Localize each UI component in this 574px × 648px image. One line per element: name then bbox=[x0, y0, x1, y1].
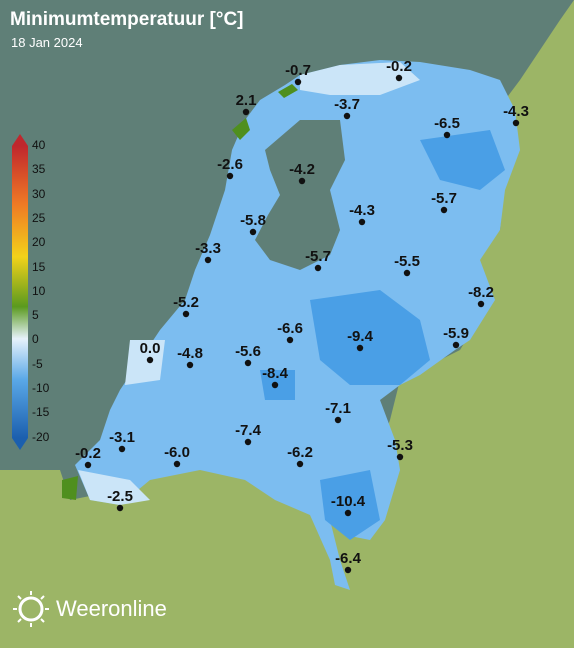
station-markers: -0.7 -0.2 2.1 -3.7 -4.3 -6.5 -2.6 -4.2 -5.8 -4.3 -… bbox=[75, 58, 529, 574]
station-temperature-label: 0.0 bbox=[140, 340, 161, 357]
station-temperature-label: -6.6 bbox=[277, 320, 303, 337]
station-temperature-label: 2.1 bbox=[236, 92, 257, 109]
station-temperature-label: -8.4 bbox=[262, 365, 289, 382]
station-dot bbox=[452, 341, 460, 349]
brand-name: Weeronline bbox=[56, 596, 167, 621]
island-zeeland bbox=[62, 476, 78, 500]
station-dot bbox=[84, 461, 92, 469]
legend-bar bbox=[12, 134, 28, 450]
station-dot bbox=[271, 381, 279, 389]
legend-tick-label: 40 bbox=[32, 138, 46, 152]
station-dot bbox=[443, 131, 451, 139]
station-dot bbox=[118, 445, 126, 453]
station-dot bbox=[358, 218, 366, 226]
station-temperature-label: -3.3 bbox=[195, 240, 221, 257]
station-dot bbox=[343, 112, 351, 120]
station-temperature-label: -0.2 bbox=[386, 58, 412, 75]
station-dot bbox=[286, 336, 294, 344]
brand-logo: Weeronline bbox=[12, 590, 167, 628]
station-temperature-label: -7.4 bbox=[235, 422, 262, 439]
legend-tick-label: -5 bbox=[32, 356, 43, 371]
ijsselmeer bbox=[255, 120, 345, 270]
station-dot bbox=[356, 344, 364, 352]
legend-tick-label: 30 bbox=[32, 186, 46, 201]
station-temperature-label: -5.7 bbox=[305, 248, 331, 265]
legend-top-arrow bbox=[12, 134, 28, 146]
legend-tick-label: 25 bbox=[32, 210, 46, 225]
station-temperature-label: -5.5 bbox=[394, 253, 420, 270]
legend-tick-label: 0 bbox=[32, 332, 39, 347]
station-dot bbox=[403, 269, 411, 277]
station-dot bbox=[294, 78, 302, 86]
island-texel bbox=[232, 118, 250, 140]
legend-tick-label: -10 bbox=[32, 381, 50, 395]
station-dot bbox=[146, 356, 154, 364]
station-dot bbox=[440, 206, 448, 214]
station-temperature-label: -6.0 bbox=[164, 444, 190, 461]
station-dot bbox=[242, 108, 250, 116]
station-temperature-label: -6.2 bbox=[287, 444, 313, 461]
color-legend: 40 35 30 25 20 15 10 5 0 -5 -10 -15 -20 bbox=[10, 132, 90, 462]
station-temperature-label: -10.4 bbox=[331, 493, 366, 510]
station-dot bbox=[116, 504, 124, 512]
legend-bottom-arrow bbox=[12, 438, 28, 450]
station-temperature-label: -4.2 bbox=[289, 161, 315, 178]
station-temperature-label: -6.5 bbox=[434, 115, 460, 132]
map-title: Minimumtemperatuur [°C] bbox=[10, 9, 244, 30]
station-temperature-label: -6.4 bbox=[335, 550, 362, 567]
station-dot bbox=[477, 300, 485, 308]
legend-tick-label: -20 bbox=[32, 429, 50, 444]
station-dot bbox=[226, 172, 234, 180]
station-dot bbox=[334, 416, 342, 424]
station-temperature-label: -4.8 bbox=[177, 345, 203, 362]
legend-tick-label: 15 bbox=[32, 259, 46, 274]
station-dot bbox=[249, 228, 257, 236]
island-north bbox=[278, 84, 298, 98]
station-dot bbox=[296, 460, 304, 468]
cold-zone bbox=[260, 130, 505, 540]
station-temperature-label: -0.7 bbox=[285, 62, 311, 79]
station-dot bbox=[344, 566, 352, 574]
station-temperature-label: -5.7 bbox=[431, 190, 457, 207]
station-dot bbox=[395, 74, 403, 82]
station-dot bbox=[396, 453, 404, 461]
station-temperature-label: -5.6 bbox=[235, 343, 261, 360]
station-temperature-label: -2.5 bbox=[107, 488, 133, 505]
legend-tick-label: -15 bbox=[32, 405, 50, 420]
map-date: 18 Jan 2024 bbox=[11, 35, 83, 50]
station-temperature-label: -5.3 bbox=[387, 437, 413, 454]
station-temperature-label: -5.2 bbox=[173, 294, 199, 311]
station-dot bbox=[298, 177, 306, 185]
station-dot bbox=[512, 119, 520, 127]
station-temperature-label: -0.2 bbox=[75, 445, 101, 462]
legend-tick-label: 35 bbox=[32, 162, 46, 177]
legend-tick-label: 5 bbox=[32, 308, 39, 323]
sun-icon bbox=[13, 591, 49, 627]
station-temperature-label: -3.1 bbox=[109, 429, 135, 446]
station-temperature-label: -7.1 bbox=[325, 400, 351, 417]
station-temperature-label: -8.2 bbox=[468, 284, 494, 301]
station-temperature-label: -5.8 bbox=[240, 212, 266, 229]
station-dot bbox=[186, 361, 194, 369]
legend-tick-label: 10 bbox=[32, 283, 46, 298]
station-temperature-label: -9.4 bbox=[347, 328, 374, 345]
station-dot bbox=[182, 310, 190, 318]
station-dot bbox=[204, 256, 212, 264]
station-dot bbox=[173, 460, 181, 468]
station-temperature-label: -5.9 bbox=[443, 325, 469, 342]
station-temperature-label: -3.7 bbox=[334, 96, 360, 113]
station-dot bbox=[244, 438, 252, 446]
station-temperature-label: -4.3 bbox=[349, 202, 375, 219]
legend-tick-label: 20 bbox=[32, 235, 46, 250]
netherlands-shape bbox=[75, 60, 520, 590]
station-dot bbox=[344, 509, 352, 517]
station-temperature-label: -2.6 bbox=[217, 156, 243, 173]
station-dot bbox=[244, 359, 252, 367]
station-dot bbox=[314, 264, 322, 272]
station-temperature-label: -4.3 bbox=[503, 103, 529, 120]
